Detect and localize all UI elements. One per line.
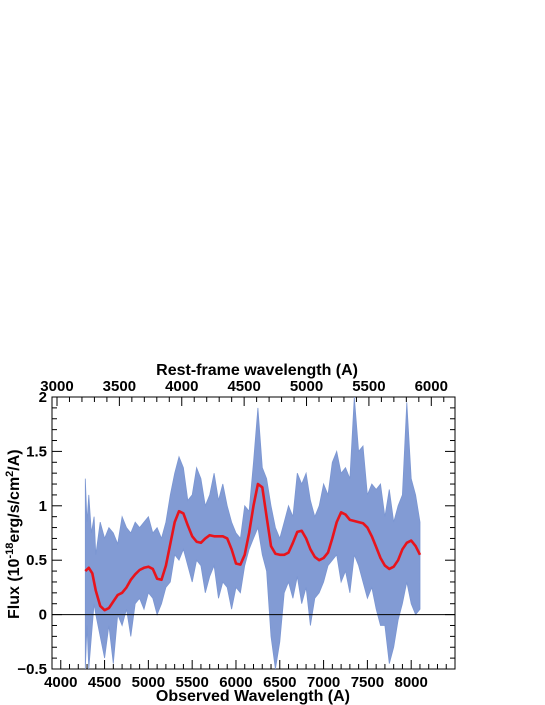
y-tick-label: 2	[39, 389, 47, 406]
y-tick-label: 0.5	[26, 552, 47, 569]
x2-tick-label: 4000	[165, 378, 198, 395]
y-axis-ticks: −0.5 0 0.5 1 1.5 2	[17, 389, 455, 678]
x2-axis-label: Rest-frame wavelength (A)	[156, 362, 358, 379]
model-layer	[84, 482, 422, 612]
y-label-suffix: /A)	[6, 449, 23, 470]
y-tick-label: 1	[39, 498, 47, 515]
x2-axis-ticks: 3000 3500 4000 4500 5000 5500 6000	[40, 378, 448, 406]
y-label-exponent2: 2	[4, 471, 16, 477]
x-tick-label: 7000	[307, 674, 340, 691]
spectrum-band-layer	[84, 396, 421, 670]
x-axis-label: Observed Wavelength (A)	[156, 688, 350, 705]
x-tick-label: 6000	[219, 674, 252, 691]
y-label-exponent: -18	[4, 543, 16, 559]
x2-tick-label: 4500	[227, 378, 260, 395]
spectrum-band	[84, 396, 421, 670]
x-tick-label: 8000	[395, 674, 428, 691]
y-label-prefix: Flux (10	[6, 558, 23, 619]
x-axis-ticks: 4000 4500 5000 5500 6000 6500 7000 7500 8000	[44, 660, 456, 691]
y-tick-label: 1.5	[26, 443, 47, 460]
y-axis-label: Flux (10-18erg/s/cm2/A)	[4, 449, 23, 619]
y-label-units: erg/s/cm	[6, 477, 23, 543]
x-tick-label: 7500	[351, 674, 384, 691]
x-tick-label: 5500	[175, 674, 208, 691]
x2-tick-label: 6000	[415, 378, 448, 395]
x-tick-label: 5000	[132, 674, 165, 691]
x2-tick-label: 3000	[40, 378, 73, 395]
x2-tick-label: 5000	[290, 378, 323, 395]
x2-tick-label: 3500	[103, 378, 136, 395]
y-tick-label: 0	[39, 607, 47, 624]
model-curve	[84, 482, 422, 612]
x-tick-label: 4500	[88, 674, 121, 691]
x-tick-label: 6500	[263, 674, 296, 691]
x-tick-label: 4000	[44, 674, 77, 691]
y-tick-label: −0.5	[17, 661, 47, 678]
x2-tick-label: 5500	[352, 378, 385, 395]
